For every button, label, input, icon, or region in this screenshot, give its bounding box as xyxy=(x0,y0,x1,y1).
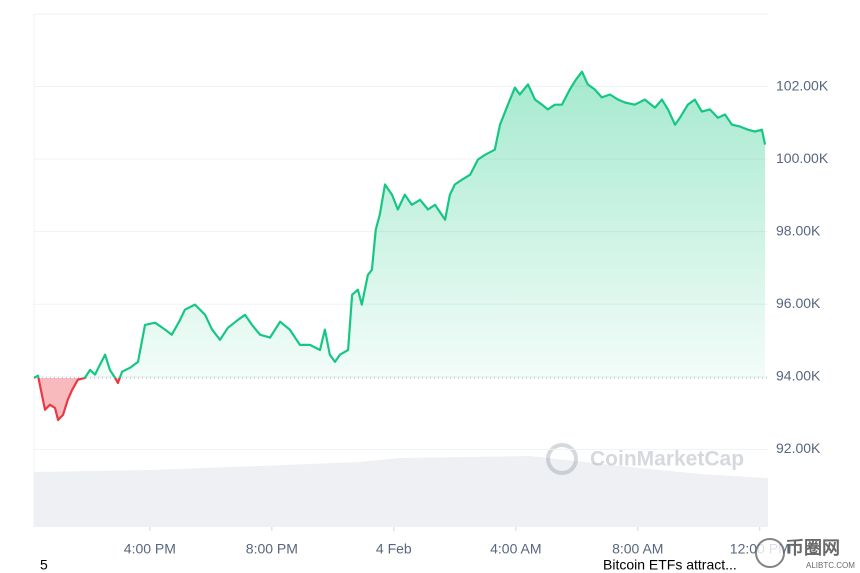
y-tick-label: 92.00K xyxy=(776,440,821,456)
y-tick-label: 96.00K xyxy=(776,295,821,311)
y-tick-label: 94.00K xyxy=(776,368,821,384)
y-tick-label: 100.00K xyxy=(776,150,829,166)
x-tick-label: 8:00 PM xyxy=(246,541,298,557)
y-tick-label: 98.00K xyxy=(776,222,821,238)
watermark: CoinMarketCap xyxy=(546,443,744,475)
footer-left: 5 xyxy=(40,557,48,573)
volume-area xyxy=(34,456,768,527)
price-area xyxy=(34,71,765,420)
site-watermark-name: 币圈网 xyxy=(786,538,840,558)
x-tick-label: 4 Feb xyxy=(376,541,412,557)
x-tick-label: 4:00 AM xyxy=(490,541,541,557)
price-line xyxy=(33,70,767,422)
x-tick-label: 8:00 AM xyxy=(612,541,663,557)
watermark-text: CoinMarketCap xyxy=(590,448,744,471)
y-tick-label: 102.00K xyxy=(776,77,829,93)
x-tick-label: 4:00 PM xyxy=(124,541,176,557)
site-watermark: 币圈网 ALIBTC.COM xyxy=(755,538,855,570)
footer-right: Bitcoin ETFs attract... xyxy=(603,557,737,573)
site-watermark-url: ALIBTC.COM xyxy=(806,561,855,570)
